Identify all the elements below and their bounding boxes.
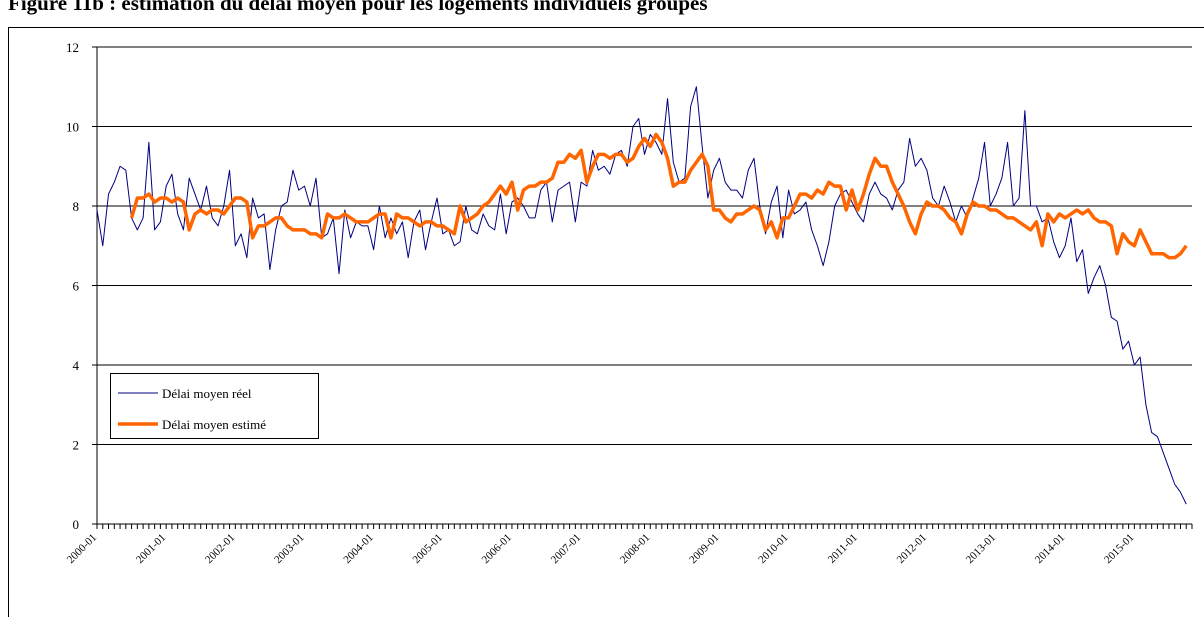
y-tick-label: 8 [73,199,80,214]
y-tick-label: 4 [73,358,80,373]
y-tick-label: 0 [73,517,80,532]
y-tick-label: 10 [66,120,79,135]
y-tick-label: 6 [73,279,80,294]
y-tick-label: 2 [73,438,80,453]
chart-title: Figure 11b : estimation du délai moyen p… [8,0,708,15]
legend-box [110,373,319,439]
legend-label: Délai moyen réel [162,386,252,401]
legend: Délai moyen réel Délai moyen estimé [110,373,319,439]
chart-frame [8,27,1204,617]
legend-label: Délai moyen estimé [162,417,266,432]
y-tick-label: 12 [66,40,79,55]
series-line [129,132,1188,260]
